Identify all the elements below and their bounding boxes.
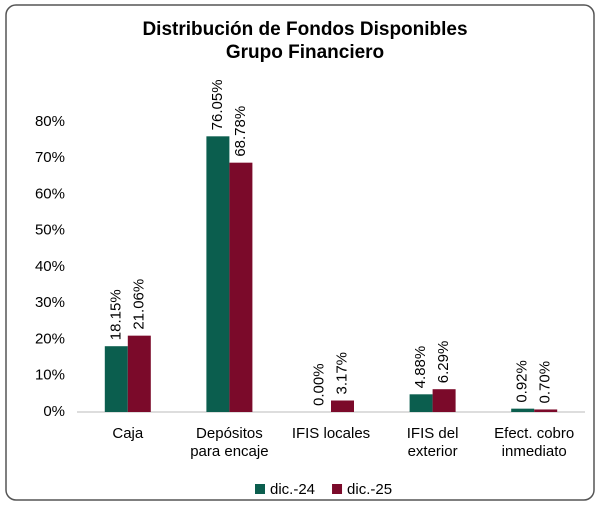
- chart-title: Distribución de Fondos Disponibles: [142, 19, 467, 40]
- y-tick-label: 0%: [43, 403, 65, 420]
- data-label: 76.05%: [209, 79, 226, 130]
- data-label: 6.29%: [435, 341, 452, 384]
- legend-swatch: [332, 484, 343, 494]
- x-tick-label: IFIS locales: [292, 425, 370, 442]
- data-label: 0.70%: [537, 361, 554, 404]
- data-label: 18.15%: [107, 289, 124, 340]
- y-tick-label: 40%: [35, 258, 65, 275]
- legend-swatch: [255, 484, 265, 494]
- data-label: 3.17%: [333, 352, 350, 395]
- data-label: 68.78%: [232, 106, 249, 157]
- bar: [409, 394, 433, 412]
- legend-label: dic.-24: [270, 481, 315, 498]
- data-label: 21.06%: [130, 279, 147, 330]
- legend-label: dic.-25: [347, 481, 392, 498]
- bar: [206, 136, 230, 412]
- y-tick-label: 20%: [35, 330, 65, 347]
- y-tick-label: 60%: [35, 185, 65, 202]
- y-tick-label: 10%: [35, 367, 65, 384]
- x-tick-label: Caja: [112, 425, 144, 442]
- chart-subtitle: Grupo Financiero: [226, 42, 384, 63]
- bar: [511, 408, 535, 412]
- bar: [331, 400, 354, 412]
- chart-frame: [5, 4, 595, 501]
- y-tick-label: 30%: [35, 294, 65, 311]
- y-tick-label: 50%: [35, 222, 65, 239]
- y-tick-label: 70%: [35, 149, 65, 166]
- data-label: 0.92%: [514, 360, 531, 403]
- x-tick-label: inmediato: [502, 443, 567, 460]
- y-tick-label: 80%: [35, 113, 65, 130]
- data-label: 0.00%: [310, 363, 327, 406]
- data-label: 4.88%: [412, 346, 429, 389]
- bar: [534, 409, 558, 412]
- x-tick-label: IFIS del: [407, 425, 459, 442]
- x-tick-label: exterior: [408, 443, 458, 460]
- bar: [127, 335, 151, 412]
- x-tick-label: Depósitos: [196, 425, 263, 442]
- bar: [229, 162, 253, 412]
- bar: [104, 346, 128, 412]
- bar: [432, 389, 456, 412]
- x-tick-label: Efect. cobro: [494, 425, 574, 442]
- x-tick-label: para encaje: [190, 443, 268, 460]
